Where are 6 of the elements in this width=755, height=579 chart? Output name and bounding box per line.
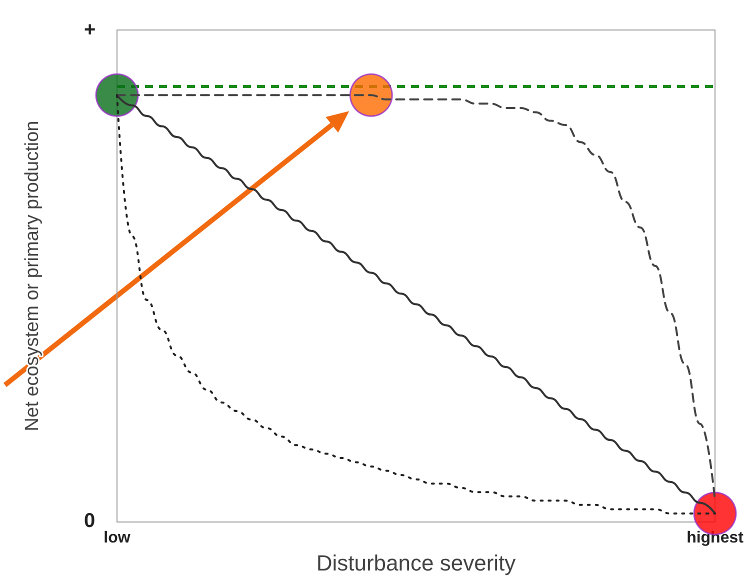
text: 0 [84, 510, 96, 532]
y-axis-title: Net ecosystem or primary production [22, 120, 43, 432]
x-axis-title: Disturbance severity [316, 550, 516, 576]
x-tick-label: highest [686, 530, 744, 546]
x-tick-label: low [104, 530, 131, 546]
text: + [84, 19, 96, 41]
